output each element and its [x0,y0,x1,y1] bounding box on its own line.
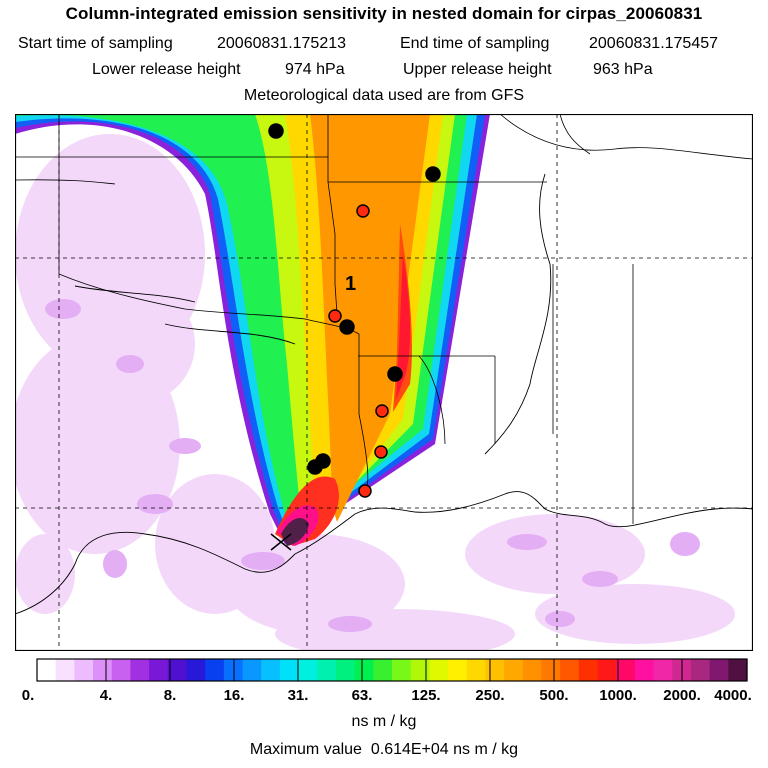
colorbar-cell [37,659,57,681]
colorbar-tick-label: 1000. [599,687,637,704]
upper-height-value: 963 hPa [593,61,653,78]
colorbar-cell [578,659,599,681]
colorbar-cell [111,659,132,681]
colorbar-cell [373,659,393,681]
met-data-line: Meteorological data used are from GFS [243,87,525,104]
colorbar-cell [485,659,505,681]
colorbar-units: ns m / kg [351,713,417,730]
colorbar-dividers [105,659,683,681]
colorbar-cell [149,659,169,681]
colorbar-cell [317,659,337,681]
black-marker [268,123,284,139]
colorbar-cell [223,659,244,681]
colorbar-tick-label: 2000. [663,687,701,704]
colorbar-cell [410,659,430,681]
colorbar-tick-label: 250. [475,687,505,704]
colorbar-cells [37,659,748,681]
start-time-value: 20060831.175213 [217,35,347,52]
red-marker [328,309,342,323]
colorbar-cell [335,659,356,681]
colorbar-cell [560,659,580,681]
colorbar-cell [74,659,94,681]
black-marker [339,319,355,335]
black-marker [307,459,323,475]
colorbar-tick-label: 8. [163,687,177,704]
colorbar-cell [634,659,655,681]
colorbar-cell [504,659,524,681]
start-time-label: Start time of sampling [18,35,173,52]
colorbar-cell [261,659,281,681]
colorbar-cell [93,659,113,681]
colorbar-cell [298,659,318,681]
black-marker [425,166,441,182]
state-borders [15,114,753,524]
red-marker [374,445,388,459]
max-units: ns m / kg [453,741,519,758]
colorbar-cell [186,659,206,681]
colorbar-cell [541,659,561,681]
colorbar-tick-label: 4000. [714,687,752,704]
colorbar-tick-label: 16. [223,687,245,704]
red-marker [375,404,389,418]
colorbar-cell [466,659,487,681]
colorbar-tick-label: 63. [351,687,373,704]
colorbar-frame [36,658,748,682]
sensitivity-map: 1 [15,114,753,651]
low-sensitivity-spots [45,299,700,632]
end-time-label: End time of sampling [400,35,550,52]
colorbar-cell [709,659,729,681]
plume-label: 1 [345,273,356,295]
colorbar-cell [429,659,449,681]
colorbar-cell [354,659,374,681]
plume-bands [15,114,490,546]
colorbar-cell [279,659,300,681]
colorbar-tick-label: 4. [99,687,113,704]
rivers-coast [15,173,753,615]
maximum-value-line: Maximum value 0.614E+04 ns m / kg [0,741,768,759]
colorbar-cell [522,659,543,681]
black-marker [387,366,403,382]
red-marker [356,204,370,218]
colorbar-cell [448,659,468,681]
colorbar-tick-label: 500. [539,687,569,704]
lower-height-value: 974 hPa [285,61,345,78]
colorbar-cell [167,659,188,681]
colorbar-cell [690,659,711,681]
lower-height-label: Lower release height [92,61,241,78]
observation-markers [268,123,441,498]
colorbar-cell [392,659,412,681]
upper-height-label: Upper release height [403,61,552,78]
max-value: 0.614E+04 [370,741,449,758]
colorbar-cell [728,659,748,681]
colorbar-cell [653,659,673,681]
colorbar-cell [242,659,262,681]
max-label: Maximum value [249,741,362,758]
red-marker [358,484,372,498]
end-time-value: 20060831.175457 [589,35,719,52]
colorbar-cell [616,659,636,681]
colorbar-cell [55,659,75,681]
colorbar-tick-label: 0. [21,687,35,704]
colorbar-cell [597,659,617,681]
colorbar-tick-label: 31. [287,687,309,704]
colorbar [36,658,748,682]
colorbar-tick-label: 125. [411,687,441,704]
release-site-marker [270,533,292,551]
plot-title: Column-integrated emission sensitivity i… [65,4,703,23]
map-frame [15,114,753,651]
colorbar-cell [130,659,150,681]
colorbar-cell [205,659,225,681]
